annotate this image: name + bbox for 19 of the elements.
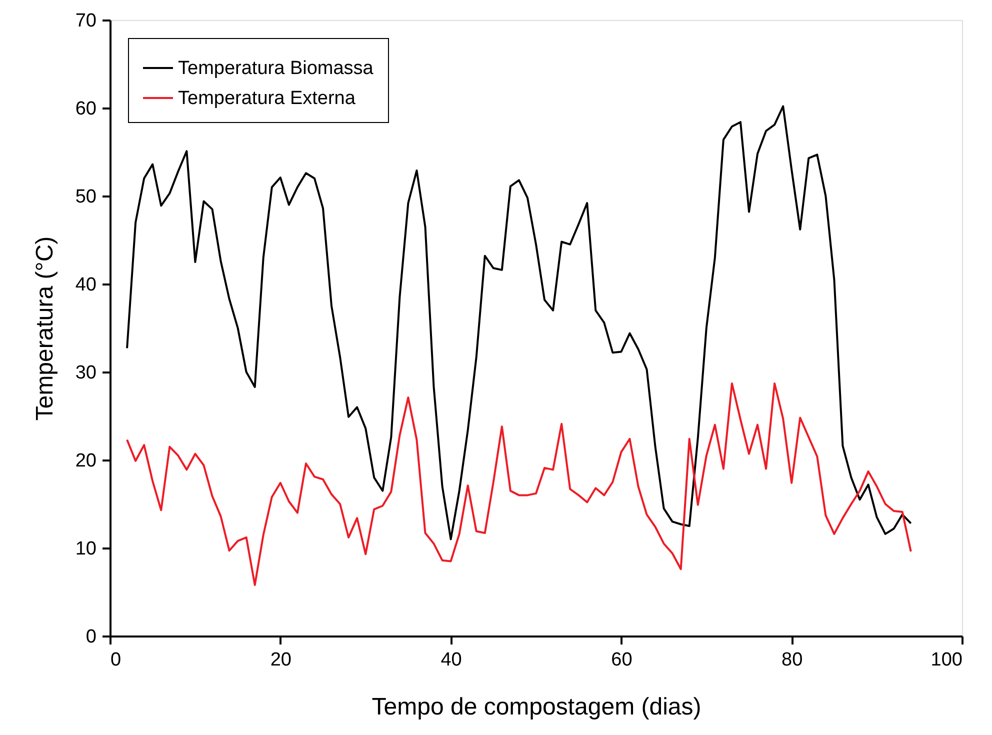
- y-axis-title: Temperatura (°C): [31, 236, 58, 421]
- x-tick-label: 0: [110, 650, 122, 670]
- y-tick-label: 0: [86, 626, 96, 648]
- x-axis-title: Tempo de compostagem (dias): [372, 694, 702, 720]
- x-tick-label: 100: [930, 650, 962, 670]
- y-tick-label: 50: [75, 186, 96, 208]
- y-tick-label: 60: [75, 98, 96, 120]
- legend-label: Temperatura Biomassa: [178, 58, 374, 79]
- x-tick-label: 40: [440, 650, 462, 670]
- y-tick-label: 70: [75, 10, 96, 32]
- x-tick-label: 60: [611, 650, 632, 670]
- x-tick-label: 20: [270, 650, 292, 670]
- y-tick-label: 30: [75, 362, 96, 384]
- y-tick-label: 20: [75, 450, 96, 472]
- x-tick-label: 80: [782, 650, 803, 670]
- y-tick-label: 40: [75, 274, 96, 296]
- legend-label: Temperatura Externa: [178, 88, 356, 109]
- line-series: [126, 382, 912, 586]
- y-tick-label: 10: [75, 538, 96, 560]
